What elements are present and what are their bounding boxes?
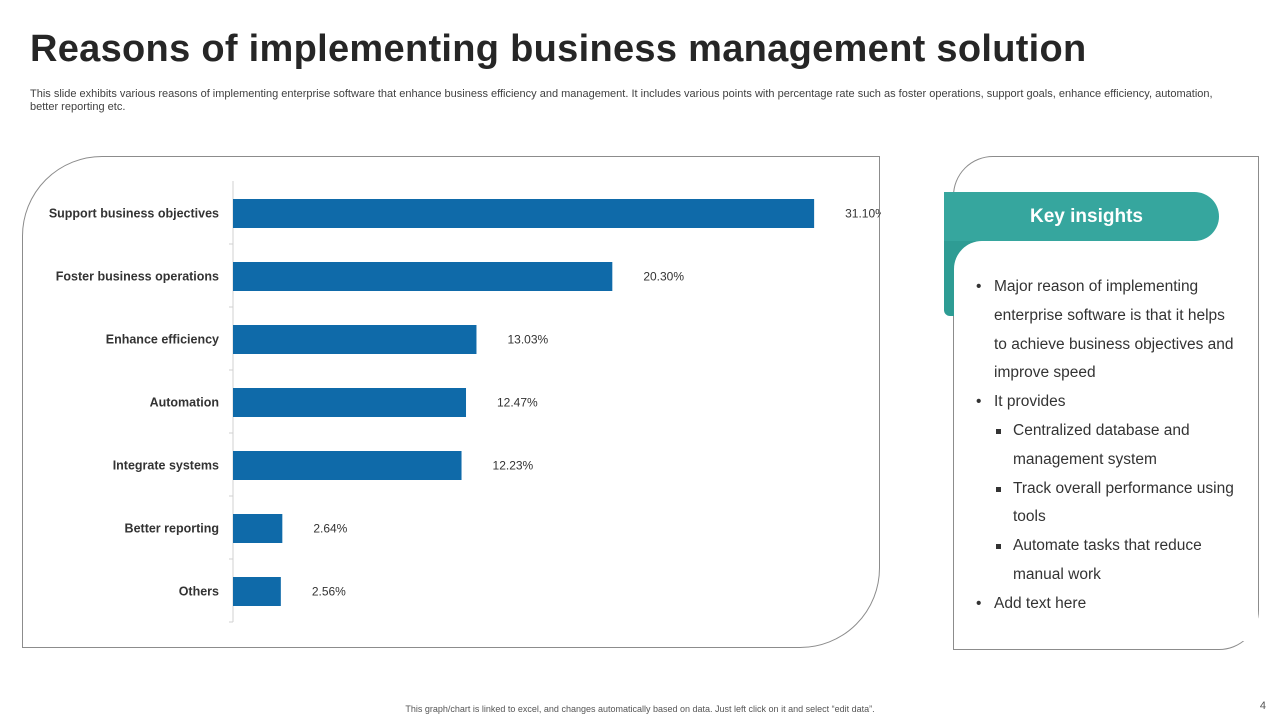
category-label: Automation [150, 396, 219, 410]
footer-note: This graph/chart is linked to excel, and… [405, 704, 875, 714]
bar [233, 262, 613, 291]
insight-sub-bullet: Automate tasks that reduce manual work [972, 532, 1242, 590]
category-label: Support business objectives [49, 207, 219, 221]
data-label: 12.47% [497, 396, 538, 410]
category-label: Enhance efficiency [106, 333, 219, 347]
insight-bullet: Major reason of implementing enterprise … [972, 273, 1242, 388]
data-label: 2.64% [313, 522, 347, 536]
slide-title: Reasons of implementing business managem… [30, 28, 1087, 70]
data-label: 2.56% [312, 585, 346, 599]
bar [233, 577, 281, 606]
bar [233, 451, 462, 480]
category-label: Others [179, 585, 219, 599]
category-label: Better reporting [125, 522, 219, 536]
data-label: 12.23% [493, 459, 534, 473]
insight-sub-bullet: Track overall performance using tools [972, 475, 1242, 533]
slide-subtitle: This slide exhibits various reasons of i… [30, 88, 1213, 113]
category-label: Foster business operations [56, 270, 219, 284]
bar [233, 514, 283, 543]
insight-bullet: It provides [972, 388, 1242, 417]
bar [233, 199, 815, 228]
insight-bullet: Add text here [972, 590, 1242, 619]
insights-header: Key insights [944, 192, 1219, 241]
category-label: Integrate systems [113, 459, 219, 473]
data-label: 20.30% [643, 270, 684, 284]
insight-sub-bullet: Centralized database and management syst… [972, 417, 1242, 475]
chart-panel: Support business objectives 31.10% Foster … [22, 156, 881, 648]
bar [233, 388, 467, 417]
data-label: 31.10% [845, 207, 881, 221]
page-number: 4 [1259, 700, 1266, 712]
bar [233, 325, 477, 354]
data-label: 13.03% [507, 333, 548, 347]
insights-list: Major reason of implementing enterprise … [972, 273, 1242, 619]
bar-chart: Support business objectives 31.10% Foster … [49, 181, 881, 623]
